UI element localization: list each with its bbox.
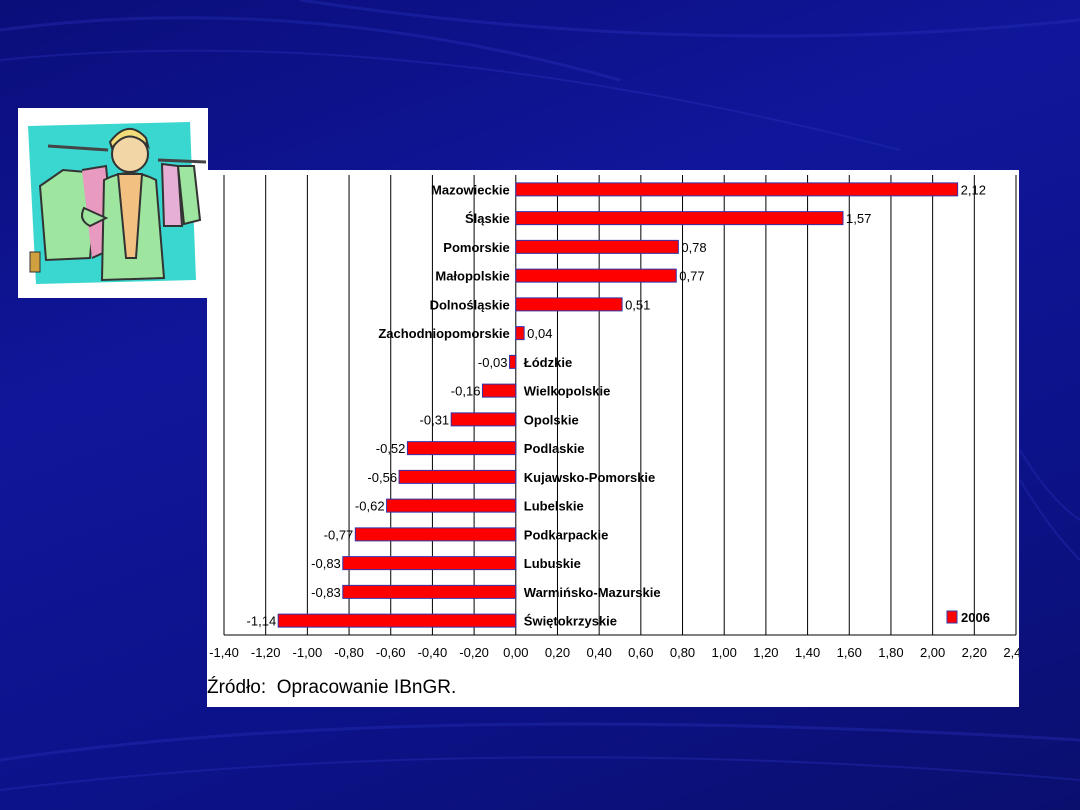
category-label: Opolskie — [524, 412, 579, 427]
source-text: Opracowanie IBnGR. — [276, 677, 457, 698]
data-label: 2,12 — [961, 182, 986, 197]
source-note: Źródło: Opracowanie IBnGR. — [207, 677, 456, 699]
bar — [515, 297, 623, 312]
category-label: Dolnośląskie — [430, 297, 510, 312]
legend-label: 2006 — [961, 610, 990, 625]
shopper-with-clothes-rack-icon — [28, 122, 207, 284]
bar — [342, 584, 517, 599]
x-tick-label: -0,60 — [376, 645, 406, 660]
x-tick-label: 1,00 — [712, 645, 737, 660]
legend-swatch — [946, 610, 958, 624]
data-label: -0,31 — [420, 412, 450, 427]
x-tick-label: -1,40 — [209, 645, 239, 660]
bar — [406, 441, 517, 456]
x-tick-label: 2,00 — [920, 645, 945, 660]
x-tick-label: 0,00 — [503, 645, 528, 660]
data-label: 0,04 — [527, 326, 552, 341]
x-tick-label: 1,20 — [753, 645, 778, 660]
x-tick-label: -0,80 — [334, 645, 364, 660]
bar — [354, 527, 517, 542]
bar — [277, 613, 517, 628]
category-label: Mazowieckie — [431, 182, 510, 197]
bar — [386, 498, 517, 513]
data-label: -1,14 — [247, 614, 277, 629]
category-label: Warmińsko-Mazurskie — [524, 585, 661, 600]
data-label: -0,83 — [311, 556, 341, 571]
data-label: 1,57 — [846, 211, 871, 226]
bar — [515, 211, 844, 226]
category-label: Śląskie — [465, 211, 510, 226]
bar — [481, 383, 517, 398]
bar — [398, 469, 517, 484]
category-label: Podlaskie — [524, 441, 585, 456]
data-label: -0,16 — [451, 384, 481, 399]
category-label: Lubuskie — [524, 556, 581, 571]
data-label: -0,03 — [478, 355, 508, 370]
x-tick-label: -0,20 — [459, 645, 489, 660]
x-tick-label: 1,40 — [795, 645, 820, 660]
x-tick-label: -1,00 — [293, 645, 323, 660]
data-label: 0,78 — [681, 240, 706, 255]
category-label: Wielkopolskie — [524, 384, 611, 399]
bar — [515, 182, 959, 197]
x-tick-label: -0,40 — [418, 645, 448, 660]
shopper-clipart — [18, 108, 208, 298]
x-tick-label: 0,40 — [587, 645, 612, 660]
x-tick-label: 0,20 — [545, 645, 570, 660]
x-tick-label: 1,80 — [878, 645, 903, 660]
x-tick-label: 0,60 — [628, 645, 653, 660]
x-tick-label: 1,60 — [837, 645, 862, 660]
category-label: Lubelskie — [524, 499, 584, 514]
horizontal-bar-chart: -1,40 -1,20 -1,00 -0,80 -0,60 -0,40 -0,20 0,00 0… — [209, 175, 1019, 660]
data-label: -0,83 — [311, 585, 341, 600]
x-tick-label: 2,20 — [962, 645, 987, 660]
bar — [342, 556, 517, 571]
data-label: 0,77 — [679, 269, 704, 284]
data-label: -0,77 — [324, 527, 354, 542]
bar — [515, 268, 677, 283]
bar — [509, 354, 517, 369]
category-label: Zachodniopomorskie — [378, 326, 509, 341]
data-label: -0,56 — [367, 470, 397, 485]
category-label: Podkarpackie — [524, 527, 609, 542]
x-tick-label: -1,20 — [251, 645, 281, 660]
source-label: Źródło: — [207, 677, 267, 698]
x-tick-label: 2,40 — [1003, 645, 1019, 660]
category-label: Pomorskie — [443, 240, 509, 255]
chart-panel: -1,40 -1,20 -1,00 -0,80 -0,60 -0,40 -0,20 0,00 0… — [207, 170, 1019, 707]
data-label: -0,52 — [376, 441, 406, 456]
data-label: 0,51 — [625, 297, 650, 312]
category-label: Kujawsko-Pomorskie — [524, 470, 656, 485]
bar — [450, 412, 517, 427]
category-label: Świętokrzyskie — [524, 614, 617, 629]
bar — [515, 239, 679, 254]
data-label: -0,62 — [355, 499, 385, 514]
bar — [515, 326, 525, 341]
category-label: Łódzkie — [524, 355, 572, 370]
category-label: Małopolskie — [435, 269, 509, 284]
x-tick-label: 0,80 — [670, 645, 695, 660]
